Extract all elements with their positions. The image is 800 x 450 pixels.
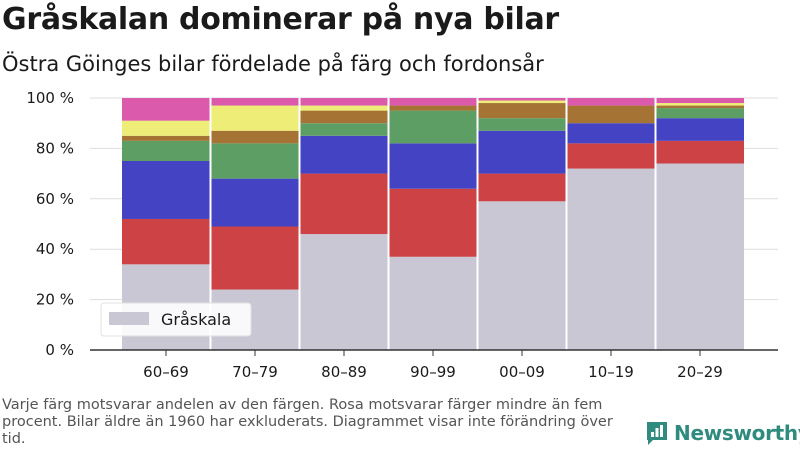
bar-segment-blue bbox=[211, 178, 299, 227]
bar-segment-pink bbox=[389, 98, 477, 106]
bar-segment-blue bbox=[389, 143, 477, 189]
x-tick-label: 80–89 bbox=[321, 363, 367, 381]
bar-segment-brown bbox=[122, 135, 210, 141]
legend-label-grayscale: Gråskala bbox=[161, 310, 231, 329]
y-tick-label: 60 % bbox=[36, 190, 74, 208]
bar-segment-brown bbox=[300, 110, 388, 124]
y-tick-label: 80 % bbox=[36, 139, 74, 157]
bar-segment-pink bbox=[211, 98, 299, 106]
bar-segment-yellow bbox=[122, 120, 210, 136]
y-tick-label: 0 % bbox=[45, 341, 74, 359]
bar-segment-blue bbox=[478, 130, 566, 174]
bar-segment-pink bbox=[567, 98, 655, 106]
bar-segment-yellow bbox=[300, 105, 388, 111]
bar-segment-grayscale bbox=[567, 168, 655, 350]
x-tick-label: 20–29 bbox=[677, 363, 723, 381]
bar-segment-red bbox=[478, 173, 566, 202]
bar-segment-brown bbox=[389, 105, 477, 111]
bar-segment-brown bbox=[567, 105, 655, 124]
y-tick-label: 100 % bbox=[26, 89, 74, 107]
legend-swatch-grayscale bbox=[109, 312, 149, 325]
footnote: Varje färg motsvarar andelen av den färg… bbox=[2, 397, 613, 447]
x-tick-label: 70–79 bbox=[232, 363, 278, 381]
bar-segment-yellow bbox=[656, 103, 744, 106]
bar-segment-green bbox=[122, 140, 210, 161]
bar-segment-pink bbox=[656, 98, 744, 104]
legend-box bbox=[100, 302, 252, 337]
bar-segment-brown bbox=[211, 130, 299, 144]
x-tick-label: 60–69 bbox=[143, 363, 189, 381]
bar-segment-brown bbox=[478, 103, 566, 119]
bar-segment-red bbox=[567, 143, 655, 169]
bar-segment-grayscale bbox=[300, 234, 388, 350]
bar-segment-green bbox=[300, 123, 388, 136]
bar-segment-pink bbox=[478, 98, 566, 101]
bar-segment-red bbox=[389, 188, 477, 257]
bar-segment-grayscale bbox=[656, 163, 744, 350]
bar-chart-logo-icon bbox=[647, 422, 667, 445]
bar-segment-brown bbox=[656, 105, 744, 109]
legend: Gråskala bbox=[100, 302, 252, 337]
y-tick-label: 40 % bbox=[36, 240, 74, 258]
brand-logo: Newsworthy bbox=[645, 420, 800, 446]
bar-segment-red bbox=[300, 173, 388, 235]
x-tick-label: 00–09 bbox=[499, 363, 545, 381]
bar-segment-grayscale bbox=[389, 256, 477, 350]
chart-title: Gråskalan dominerar på nya bilar bbox=[2, 2, 559, 37]
bar-segment-yellow bbox=[478, 100, 566, 104]
bar-segment-pink bbox=[300, 98, 388, 106]
bar-segment-red bbox=[656, 140, 744, 164]
chart-subtitle: Östra Göinges bilar fördelade på färg oc… bbox=[2, 52, 544, 76]
bar-segment-green bbox=[211, 143, 299, 179]
x-tick-label: 10–19 bbox=[588, 363, 634, 381]
bar-segment-blue bbox=[656, 118, 744, 141]
bar-segment-yellow bbox=[211, 105, 299, 131]
bar-segment-green bbox=[389, 110, 477, 144]
x-tick-label: 90–99 bbox=[410, 363, 456, 381]
bar-segment-green bbox=[478, 118, 566, 131]
bar-segment-red bbox=[122, 218, 210, 265]
bar-segment-pink bbox=[122, 98, 210, 121]
bar-segment-red bbox=[211, 226, 299, 290]
bar-segment-grayscale bbox=[478, 201, 566, 350]
bar-segment-blue bbox=[300, 135, 388, 174]
bar-segment-blue bbox=[122, 161, 210, 219]
brand-name: Newsworthy bbox=[674, 421, 800, 445]
y-tick-label: 20 % bbox=[36, 291, 74, 309]
bar-segment-green bbox=[656, 108, 744, 119]
bar-segment-blue bbox=[567, 123, 655, 144]
